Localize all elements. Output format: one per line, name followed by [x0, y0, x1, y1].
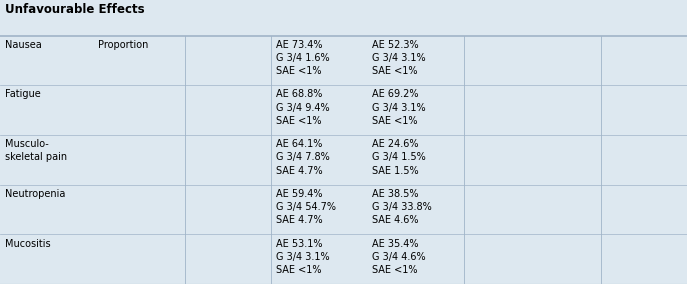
Text: AE 24.6%
G 3/4 1.5%
SAE 1.5%: AE 24.6% G 3/4 1.5% SAE 1.5%	[372, 139, 426, 176]
Text: AE 73.4%
G 3/4 1.6%
SAE <1%: AE 73.4% G 3/4 1.6% SAE <1%	[276, 40, 330, 76]
Text: Unfavourable Effects: Unfavourable Effects	[5, 3, 144, 16]
Text: AE 69.2%
G 3/4 3.1%
SAE <1%: AE 69.2% G 3/4 3.1% SAE <1%	[372, 89, 426, 126]
Text: AE 53.1%
G 3/4 3.1%
SAE <1%: AE 53.1% G 3/4 3.1% SAE <1%	[276, 239, 330, 275]
Text: AE 64.1%
G 3/4 7.8%
SAE 4.7%: AE 64.1% G 3/4 7.8% SAE 4.7%	[276, 139, 330, 176]
Text: Nausea: Nausea	[5, 40, 41, 50]
Text: AE 52.3%
G 3/4 3.1%
SAE <1%: AE 52.3% G 3/4 3.1% SAE <1%	[372, 40, 426, 76]
Text: AE 35.4%
G 3/4 4.6%
SAE <1%: AE 35.4% G 3/4 4.6% SAE <1%	[372, 239, 426, 275]
Text: AE 59.4%
G 3/4 54.7%
SAE 4.7%: AE 59.4% G 3/4 54.7% SAE 4.7%	[276, 189, 336, 225]
Text: Mucositis: Mucositis	[5, 239, 50, 248]
Text: AE 68.8%
G 3/4 9.4%
SAE <1%: AE 68.8% G 3/4 9.4% SAE <1%	[276, 89, 330, 126]
Text: Neutropenia: Neutropenia	[5, 189, 65, 199]
Text: AE 38.5%
G 3/4 33.8%
SAE 4.6%: AE 38.5% G 3/4 33.8% SAE 4.6%	[372, 189, 432, 225]
Text: Proportion: Proportion	[98, 40, 148, 50]
Text: Fatigue: Fatigue	[5, 89, 41, 99]
Text: Musculo-
skeletal pain: Musculo- skeletal pain	[5, 139, 67, 162]
